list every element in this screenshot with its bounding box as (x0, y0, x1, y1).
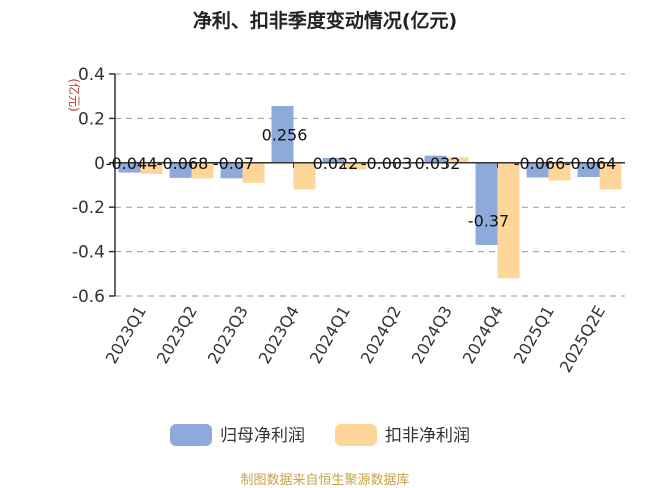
source-note: 制图数据来自恒生聚源数据库 (240, 472, 409, 488)
data-label: -0.37 (468, 211, 509, 230)
bar-net-profit (577, 162, 600, 178)
x-tick-label: 2023Q3 (204, 303, 252, 367)
y-axis-unit: (亿元) (67, 78, 82, 111)
x-tick-label: 2023Q4 (255, 303, 303, 367)
legend-label: 扣非净利润 (385, 426, 470, 446)
y-tick-label: 0.2 (78, 109, 105, 129)
data-labels: -0.044 -0.068 -0.07 0.256 0.022 -0.003 0.032 -0… (106, 125, 617, 230)
data-label: -0.003 (361, 154, 413, 173)
bar-net-profit (271, 105, 294, 163)
x-tick-label: 2024Q4 (459, 303, 507, 367)
x-tick-label: 2025Q2E (556, 303, 609, 376)
bars (118, 105, 622, 279)
bar-deducted-net-profit (599, 162, 622, 190)
y-tick-label: -0.2 (72, 198, 105, 218)
x-axis-ticks: 2023Q1 2023Q2 2023Q3 2023Q4 2024Q1 2024Q2 2024… (102, 162, 609, 376)
data-label: -0.07 (213, 154, 254, 173)
bar-deducted-net-profit (548, 162, 571, 181)
x-tick-label: 2024Q1 (306, 303, 354, 367)
bar-net-profit (526, 162, 549, 178)
data-label: 0.032 (415, 154, 461, 173)
y-tick-label: -0.6 (72, 287, 105, 307)
bar-deducted-net-profit (191, 162, 214, 179)
x-tick-label: 2023Q1 (102, 303, 150, 367)
data-label: -0.068 (157, 154, 209, 173)
bar-deducted-net-profit (140, 162, 163, 174)
grid (115, 73, 625, 297)
legend: 归母净利润 扣非净利润 (170, 424, 470, 446)
bar-net-profit (424, 155, 447, 163)
bar-net-profit (322, 157, 345, 163)
bar-deducted-net-profit (293, 162, 316, 190)
bar-net-profit (475, 162, 498, 245)
bar-deducted-net-profit (344, 162, 367, 170)
y-tick-label: 0.4 (78, 65, 105, 85)
bar-net-profit (118, 162, 141, 173)
data-label: -0.066 (514, 154, 566, 173)
x-tick-label: 2024Q3 (408, 303, 456, 367)
y-tick-label: -0.4 (72, 243, 105, 263)
data-label: -0.064 (565, 154, 617, 173)
y-axis-ticks: 0.4 0.2 0 -0.2 -0.4 -0.6 (72, 65, 115, 307)
x-tick-label: 2025Q1 (510, 303, 558, 367)
bar-net-profit (220, 162, 243, 179)
data-label: 0.022 (313, 154, 359, 173)
y-tick-label: 0 (94, 154, 105, 174)
legend-label: 归母净利润 (220, 426, 305, 446)
data-label: 0.256 (262, 125, 308, 144)
legend-swatch (170, 424, 212, 446)
legend-swatch (335, 424, 377, 446)
chart-title: 净利、扣非季度变动情况(亿元) (193, 9, 457, 32)
bar-deducted-net-profit (446, 157, 469, 163)
bar-deducted-net-profit (242, 162, 265, 183)
data-label: -0.044 (106, 154, 158, 173)
bar-deducted-net-profit (497, 162, 520, 279)
x-tick-label: 2023Q2 (153, 303, 201, 367)
x-tick-label: 2024Q2 (357, 303, 405, 367)
bar-net-profit (169, 162, 192, 178)
